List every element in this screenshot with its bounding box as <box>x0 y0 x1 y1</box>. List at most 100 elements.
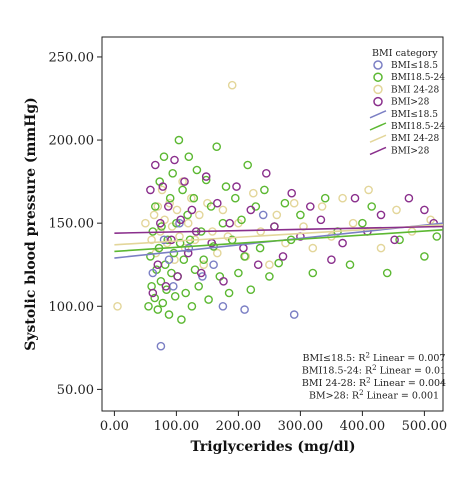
data-point <box>376 243 386 253</box>
data-point <box>221 182 231 191</box>
x-tick-label: 0.00 <box>100 419 129 434</box>
r2-superscript: 2 <box>359 389 363 397</box>
legend-label: BMI>28 <box>391 146 430 156</box>
legend-label: BMI≤18.5 <box>391 110 438 120</box>
r2-annotation-suffix: Linear = 0.001 <box>364 391 440 402</box>
data-point <box>348 218 358 228</box>
data-point <box>189 193 199 203</box>
fit-line <box>114 225 444 234</box>
data-point <box>350 193 360 203</box>
data-point <box>230 193 240 203</box>
data-point <box>358 218 367 228</box>
data-point <box>308 268 318 278</box>
data-point <box>180 177 189 186</box>
legend-label: BMI 24-28 <box>391 85 439 95</box>
legend-marker <box>373 60 383 70</box>
data-point <box>199 260 208 270</box>
data-point <box>239 243 248 253</box>
data-point <box>392 205 401 215</box>
data-point <box>218 301 228 311</box>
data-point <box>194 281 203 291</box>
data-point <box>248 188 258 198</box>
x-tick-label: 500.00 <box>402 419 448 434</box>
data-point <box>183 218 193 228</box>
data-point <box>156 341 166 351</box>
fit-line <box>114 229 444 253</box>
data-point <box>170 155 179 165</box>
data-point <box>432 232 442 241</box>
legend-line <box>369 134 387 143</box>
data-point <box>153 260 163 270</box>
data-point <box>420 205 429 215</box>
data-point <box>246 285 256 295</box>
data-point <box>317 202 327 211</box>
data-point <box>187 205 197 215</box>
data-point <box>255 243 265 253</box>
legend-label: BMI>28 <box>391 98 430 108</box>
data-point <box>181 288 190 298</box>
legend-line <box>369 146 387 156</box>
data-point <box>204 295 213 304</box>
data-point <box>178 185 187 195</box>
data-point <box>338 193 347 203</box>
data-point <box>194 210 204 220</box>
data-point <box>234 268 243 278</box>
data-point <box>274 258 284 268</box>
r2-annotation-prefix: BM>28: R <box>309 391 360 402</box>
data-point <box>192 165 202 175</box>
legend-title: BMI category <box>372 48 438 59</box>
data-point <box>176 215 185 225</box>
data-point <box>160 260 170 270</box>
data-point <box>179 255 189 265</box>
data-point <box>150 293 159 303</box>
data-point <box>201 172 211 181</box>
r2-annotation-prefix: BMI≤18.5: R <box>303 353 367 364</box>
data-point <box>162 285 171 295</box>
data-point <box>147 281 156 291</box>
data-point <box>258 210 268 220</box>
data-point <box>345 260 355 270</box>
data-point <box>159 152 169 161</box>
y-axis-title: Systolic blood pressure (mmHg) <box>23 97 39 350</box>
data-point <box>261 168 271 178</box>
data-point <box>141 218 150 228</box>
x-tick-label: 300.00 <box>278 419 324 434</box>
legend: BMI category BMI≤18.5 BMI18.5-24 BMI 24-28… <box>369 48 445 156</box>
data-point <box>260 185 269 195</box>
data-point <box>170 291 180 301</box>
legend-label: BMI 24-28 <box>391 134 439 144</box>
data-point <box>187 301 197 311</box>
y-tick-label: 50.00 <box>57 383 94 398</box>
data-point <box>163 202 173 211</box>
fit-lines <box>114 222 444 259</box>
legend-marker <box>373 96 383 107</box>
data-point <box>376 210 386 220</box>
r2-annotation-prefix: BMI 24-28: R <box>302 378 367 389</box>
data-point <box>278 252 288 261</box>
data-point <box>246 205 256 215</box>
data-point <box>219 276 228 286</box>
data-point <box>153 305 163 314</box>
data-point <box>212 248 222 258</box>
data-point <box>224 288 234 298</box>
data-point <box>150 202 160 211</box>
r2-annotation: BMI≤18.5: R2 Linear = 0.007 <box>303 352 446 365</box>
data-point <box>144 301 153 311</box>
x-tick-label: 100.00 <box>154 419 200 434</box>
data-point <box>404 193 414 203</box>
data-point <box>237 215 246 225</box>
data-point <box>420 252 429 261</box>
data-point <box>338 238 347 248</box>
data-point <box>177 315 186 324</box>
data-point <box>148 268 158 278</box>
data-point <box>367 202 377 211</box>
data-point <box>280 198 290 208</box>
r2-annotation: BM>28: R2 Linear = 0.001 <box>309 389 439 402</box>
data-point <box>289 310 299 319</box>
data-point <box>201 175 211 185</box>
legend-entries: BMI≤18.5 BMI18.5-24 BMI 24-28 BMI>28 BMI≤18.… <box>369 60 445 156</box>
data-point <box>225 218 234 228</box>
data-point <box>169 248 179 258</box>
r2-annotation: BMI 24-28: R2 Linear = 0.004 <box>302 377 446 390</box>
